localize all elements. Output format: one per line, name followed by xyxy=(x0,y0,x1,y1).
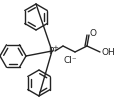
Text: O: O xyxy=(90,30,97,39)
Text: OH: OH xyxy=(101,48,115,57)
Text: Cl⁻: Cl⁻ xyxy=(64,56,78,65)
Text: P: P xyxy=(48,47,54,56)
Text: +: + xyxy=(53,45,58,51)
